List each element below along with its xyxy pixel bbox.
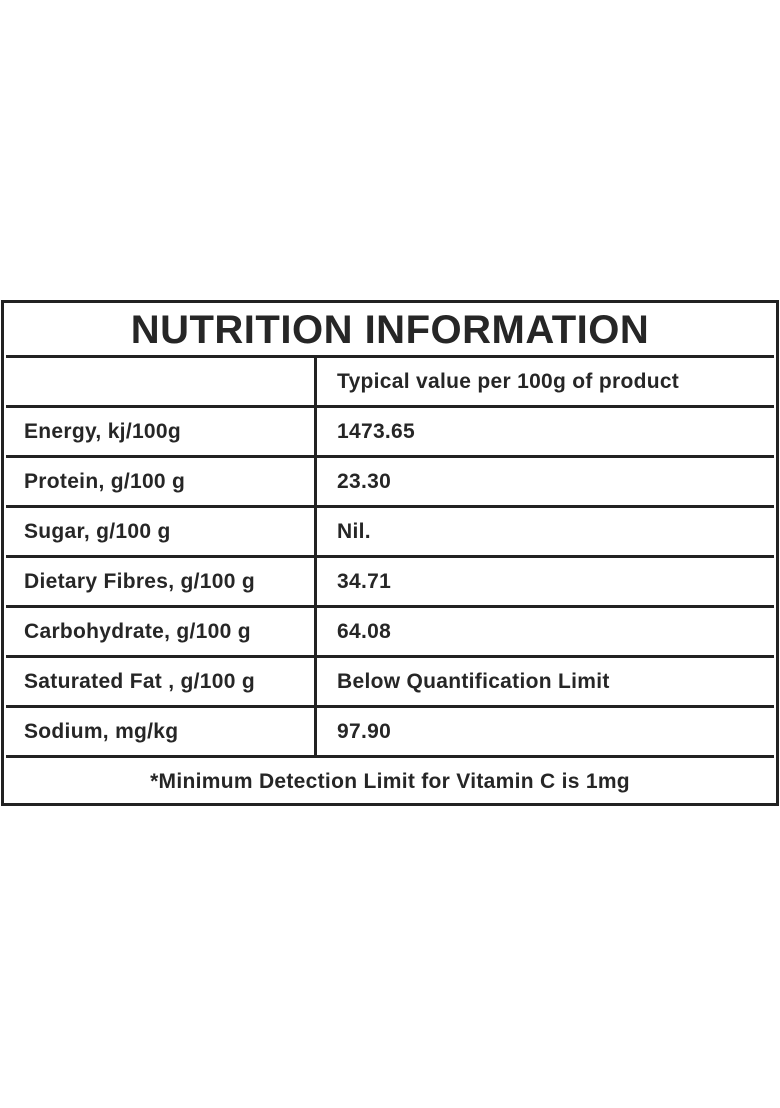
row-label: Saturated Fat , g/100 g [6, 655, 317, 708]
title-row: NUTRITION INFORMATION [6, 305, 774, 358]
table-title: NUTRITION INFORMATION [6, 305, 774, 358]
row-value: 34.71 [314, 555, 774, 608]
column-header: Typical value per 100g of product [314, 355, 774, 408]
table-row: Carbohydrate, g/100 g 64.08 [6, 605, 774, 658]
table-row: Saturated Fat , g/100 g Below Quantificat… [6, 655, 774, 708]
table-row: Sugar, g/100 g Nil. [6, 505, 774, 558]
row-value: 1473.65 [314, 405, 774, 458]
table-row: Sodium, mg/kg 97.90 [6, 705, 774, 758]
row-label: Energy, kj/100g [6, 405, 317, 458]
footnote: *Minimum Detection Limit for Vitamin C i… [6, 755, 774, 805]
row-label: Sugar, g/100 g [6, 505, 317, 558]
row-label: Carbohydrate, g/100 g [6, 605, 317, 658]
table-row: Protein, g/100 g 23.30 [6, 455, 774, 508]
row-value: 64.08 [314, 605, 774, 658]
table-row: Dietary Fibres, g/100 g 34.71 [6, 555, 774, 608]
header-empty-cell [6, 355, 317, 408]
table-row: Energy, kj/100g 1473.65 [6, 405, 774, 458]
nutrition-table: NUTRITION INFORMATION Typical value per … [1, 300, 779, 806]
header-row: Typical value per 100g of product [6, 355, 774, 408]
row-label: Dietary Fibres, g/100 g [6, 555, 317, 608]
row-label: Sodium, mg/kg [6, 705, 317, 758]
row-value: Nil. [314, 505, 774, 558]
row-value: 23.30 [314, 455, 774, 508]
footnote-row: *Minimum Detection Limit for Vitamin C i… [6, 755, 774, 805]
row-value: 97.90 [314, 705, 774, 758]
nutrition-table-grid: NUTRITION INFORMATION Typical value per … [6, 305, 774, 805]
row-value: Below Quantification Limit [314, 655, 774, 708]
row-label: Protein, g/100 g [6, 455, 317, 508]
